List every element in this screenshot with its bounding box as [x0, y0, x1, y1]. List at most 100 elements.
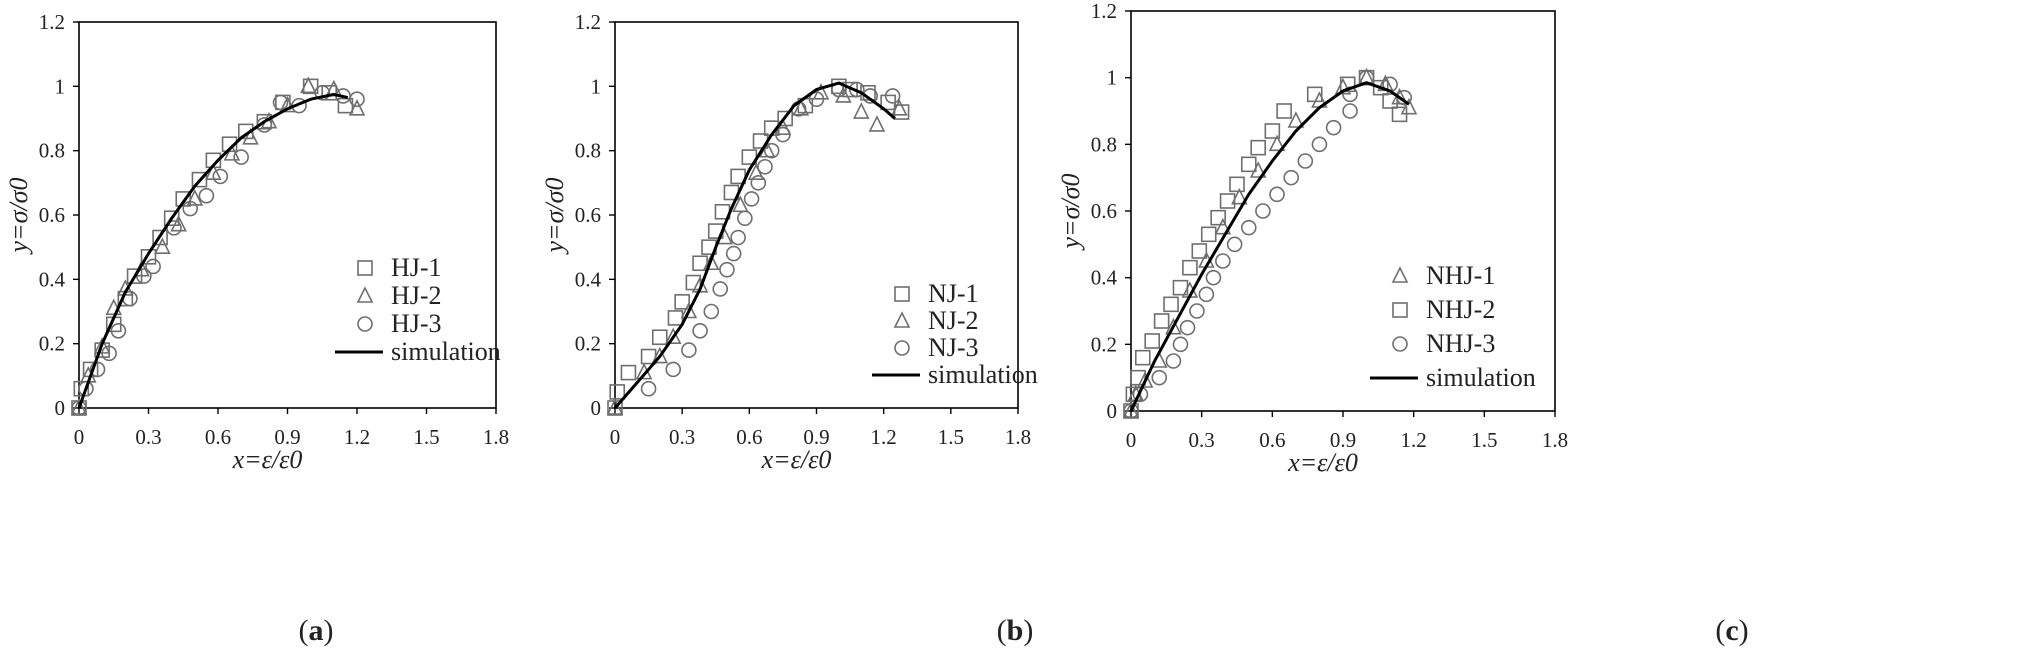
data-point-triangle — [732, 195, 749, 213]
data-point-circle — [1132, 386, 1149, 403]
y-tick-label: 0.8 — [1091, 132, 1117, 156]
series-nhj-3 — [1123, 69, 1413, 419]
x-tick-label: 1.2 — [1401, 428, 1427, 452]
data-point-triangle — [300, 76, 317, 94]
data-point-circle — [665, 361, 682, 378]
data-point-triangle — [279, 95, 296, 113]
data-point-circle — [725, 245, 742, 262]
legend-label: HJ-1 — [391, 253, 442, 282]
legend-marker-circle — [894, 340, 910, 356]
data-point-square — [620, 364, 637, 381]
legend-marker-square — [357, 260, 373, 276]
data-point-circle — [1325, 119, 1342, 136]
data-point-square — [1153, 313, 1170, 329]
data-point-circle — [737, 210, 753, 227]
data-point-triangle — [154, 237, 171, 254]
data-point-circle — [198, 187, 215, 204]
x-tick-label: 1.5 — [1471, 428, 1497, 452]
y-tick-label: 0.6 — [39, 203, 65, 227]
y-tick-label: 1 — [55, 74, 66, 98]
legend-label: NHJ-3 — [1426, 329, 1495, 358]
series-hj-3 — [71, 84, 365, 416]
data-point-square — [1372, 79, 1389, 96]
data-point-square — [1276, 103, 1292, 119]
data-point-circle — [703, 303, 720, 320]
data-point-circle — [763, 142, 780, 159]
x-axis-label: x=ε/ε0 — [232, 445, 303, 474]
legend-label: NJ-2 — [928, 306, 979, 335]
data-point-square — [140, 249, 157, 265]
data-point-square — [1219, 193, 1236, 209]
data-point-circle — [743, 191, 760, 207]
data-point-square — [1130, 369, 1146, 386]
data-point-square — [1210, 209, 1226, 226]
data-point-circle — [712, 281, 729, 297]
data-point-triangle — [664, 327, 682, 345]
series-simulation — [1129, 81, 1410, 412]
data-point-circle — [1151, 369, 1168, 386]
y-tick-label: 0.6 — [575, 203, 601, 227]
panel-label-b: (b) — [997, 614, 1034, 647]
x-tick-label: 1.8 — [1005, 425, 1031, 449]
x-tick-label: 1.8 — [483, 425, 509, 449]
data-point-triangle — [1268, 134, 1286, 152]
x-tick-label: 0.9 — [1330, 428, 1356, 452]
data-point-circle — [71, 400, 87, 416]
x-tick-label: 0.3 — [1189, 428, 1215, 452]
legend-marker-triangle — [893, 311, 911, 328]
x-tick-label: 1.2 — [344, 425, 370, 449]
data-point-circle — [1172, 336, 1189, 353]
x-tick-label: 1.8 — [1542, 428, 1568, 452]
data-point-triangle — [835, 86, 852, 103]
y-tick-label: 0.8 — [575, 139, 601, 163]
data-point-triangle — [702, 253, 720, 271]
data-point-triangle — [170, 214, 187, 232]
data-point-circle — [1255, 203, 1271, 219]
data-point-circle — [349, 91, 365, 107]
data-point-circle — [89, 361, 106, 378]
data-point-square — [1163, 296, 1179, 313]
legend-marker-square — [1392, 302, 1408, 318]
chart-panel-c: 0 0.3 0.6 0.9 1.2 1.5 1.8 0 0.2 0.4 0.6 0.8 1 1.2 x=ε/… — [1056, 0, 1568, 477]
data-point-square — [1382, 93, 1398, 109]
data-point-circle — [212, 168, 229, 185]
data-point-circle — [272, 94, 289, 111]
data-point-circle — [1123, 403, 1139, 419]
data-point-triangle — [242, 128, 259, 145]
data-point-square — [337, 97, 354, 114]
data-point-triangle — [1165, 317, 1182, 335]
y-tick-label: 0 — [591, 396, 602, 420]
data-point-square — [1172, 279, 1189, 296]
y-tick-label: 1 — [591, 74, 602, 98]
data-point-square — [651, 329, 668, 346]
data-point-triangle — [852, 102, 870, 119]
y-tick-label: 0.8 — [39, 139, 65, 163]
series-nhj-2 — [1123, 69, 1408, 419]
data-point-circle — [145, 258, 161, 275]
chart-panel-b: 0 0.3 0.6 0.9 1.2 1.5 1.8 0 0.2 0.4 0.6 0.8 1 1.2 x=ε/… — [540, 10, 1038, 474]
data-point-triangle — [651, 346, 669, 364]
x-tick-label: 0 — [74, 425, 85, 449]
legend: NHJ-1 NHJ-2 NHJ-3 simulation — [1370, 261, 1536, 392]
data-point-square — [1306, 86, 1323, 103]
data-point-circle — [1189, 303, 1205, 319]
data-point-square — [1264, 123, 1281, 139]
data-point-circle — [110, 322, 127, 339]
legend-label: HJ-2 — [391, 281, 442, 310]
data-point-square — [1134, 349, 1151, 366]
data-point-circle — [182, 200, 198, 217]
x-tick-label: 1.2 — [871, 425, 897, 449]
data-point-circle — [1311, 136, 1328, 153]
data-point-square — [1182, 259, 1198, 276]
x-axis-label: x=ε/ε0 — [761, 445, 832, 474]
data-point-circle — [314, 84, 331, 101]
x-tick-label: 0.6 — [205, 425, 231, 449]
data-point-circle — [730, 229, 746, 246]
legend-label: NHJ-2 — [1426, 295, 1495, 324]
data-point-square — [609, 384, 626, 400]
simulation-line — [613, 81, 896, 409]
data-point-circle — [681, 342, 697, 358]
legend-label: simulation — [1426, 363, 1536, 392]
panel-label-c: (c) — [1715, 614, 1748, 647]
